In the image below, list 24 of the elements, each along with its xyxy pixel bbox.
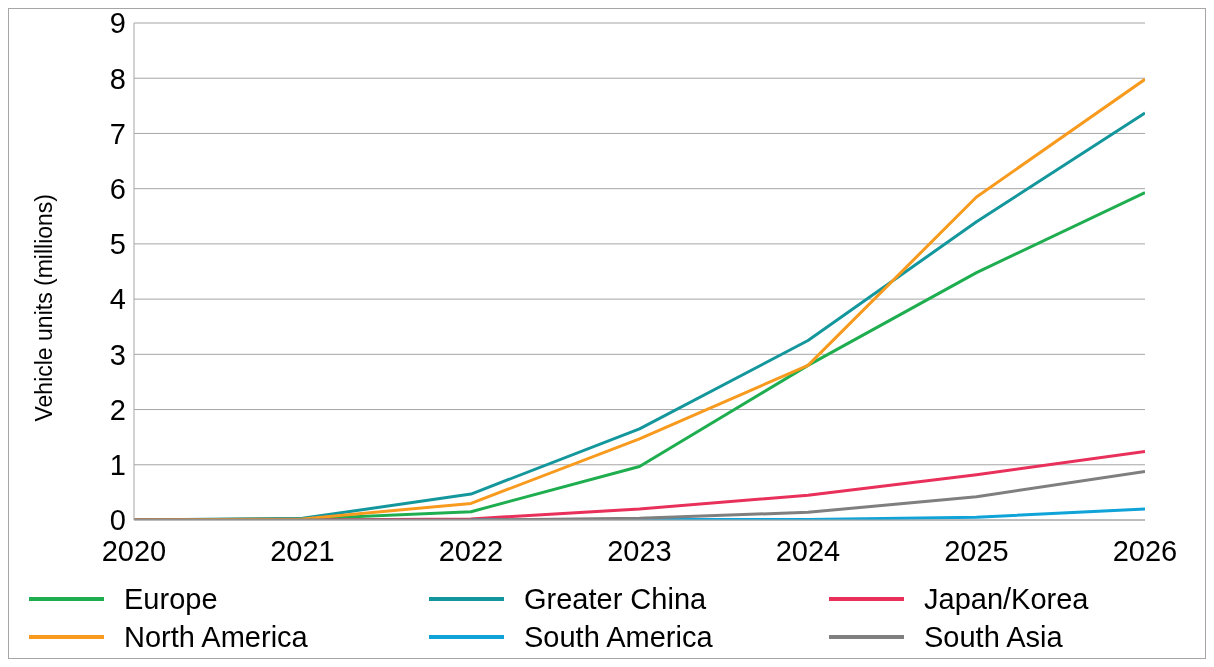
- y-tick-label: 5: [109, 228, 126, 261]
- x-tick-label: 2024: [775, 534, 841, 567]
- legend-label: South America: [524, 620, 713, 654]
- y-tick-label: 6: [109, 172, 126, 205]
- y-tick-label: 0: [109, 504, 126, 537]
- y-tick-label: 9: [109, 7, 126, 40]
- legend-label: Greater China: [524, 582, 707, 616]
- x-tick-label: 2026: [1112, 534, 1178, 567]
- y-tick-label: 1: [109, 449, 126, 482]
- x-tick-label: 2022: [438, 534, 504, 567]
- y-tick-label: 4: [109, 283, 126, 316]
- y-tick-label: 8: [109, 62, 126, 95]
- legend-label: Europe: [124, 582, 218, 616]
- legend-label: Japan/Korea: [924, 582, 1089, 616]
- y-tick-label: 7: [109, 117, 126, 150]
- x-tick-label: 2020: [101, 534, 167, 567]
- legend-label: South Asia: [924, 620, 1063, 654]
- x-tick-label: 2021: [270, 534, 335, 567]
- x-tick-label: 2023: [607, 534, 672, 567]
- x-tick-label: 2025: [944, 534, 1009, 567]
- y-tick-label: 3: [109, 338, 126, 371]
- y-tick-label: 2: [109, 393, 126, 426]
- legend-label: North America: [124, 620, 308, 654]
- y-axis-title: Vehicle units (millions): [31, 193, 58, 422]
